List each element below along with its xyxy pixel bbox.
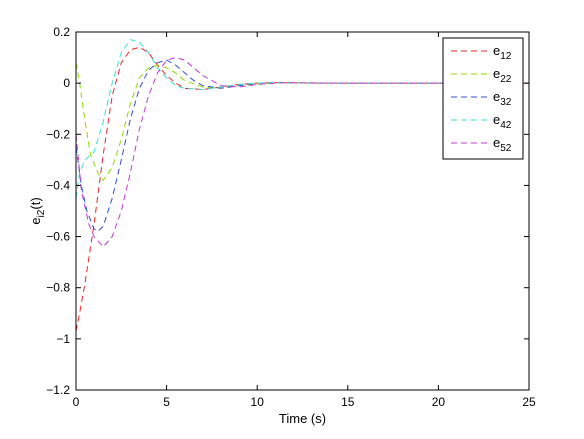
y-tick-label: 0 bbox=[63, 76, 70, 90]
y-tick-label: −0.8 bbox=[46, 281, 70, 295]
ticks-layer: 0 5 10 15 20 25 −1.2 −1 −0.8 −0.6 −0.4 −0.2 0 0.2 bbox=[46, 25, 536, 409]
series-layer bbox=[75, 39, 529, 332]
legend-label-e12: e12 bbox=[493, 43, 512, 62]
legend-box bbox=[442, 37, 524, 160]
x-tick-label: 25 bbox=[522, 395, 536, 409]
x-tick-label: 20 bbox=[432, 395, 446, 409]
y-tick-label: −0.6 bbox=[46, 230, 70, 244]
x-tick-label: 15 bbox=[341, 395, 355, 409]
series-line-e22 bbox=[75, 62, 529, 182]
series-line-e52 bbox=[75, 57, 529, 248]
y-tick-label: 0.2 bbox=[53, 25, 70, 39]
legend-label-e32: e32 bbox=[493, 89, 512, 108]
x-axis-label: Time (s) bbox=[279, 411, 326, 426]
y-tick-label: −0.4 bbox=[46, 178, 70, 192]
x-tick-label: 0 bbox=[73, 395, 80, 409]
y-axis-label-subscript: i2 bbox=[36, 209, 47, 217]
plot-frame bbox=[75, 31, 530, 391]
legend-label-e52: e52 bbox=[493, 135, 512, 154]
legend: e12 e22 e32 e42 e52 bbox=[442, 37, 524, 160]
y-tick-label: −1 bbox=[56, 332, 70, 346]
y-axis-label: ei2(t) bbox=[28, 197, 47, 224]
y-tick-label: −0.2 bbox=[46, 127, 70, 141]
legend-label-e42: e42 bbox=[493, 112, 512, 131]
x-tick-label: 10 bbox=[251, 395, 265, 409]
y-axis-label-base: e bbox=[28, 217, 43, 224]
series-line-e12 bbox=[75, 46, 529, 332]
y-tick-label: −1.2 bbox=[46, 383, 70, 397]
legend-label-e22: e22 bbox=[493, 66, 512, 85]
x-tick-label: 5 bbox=[163, 395, 170, 409]
y-axis-label-suffix: (t) bbox=[28, 197, 43, 209]
